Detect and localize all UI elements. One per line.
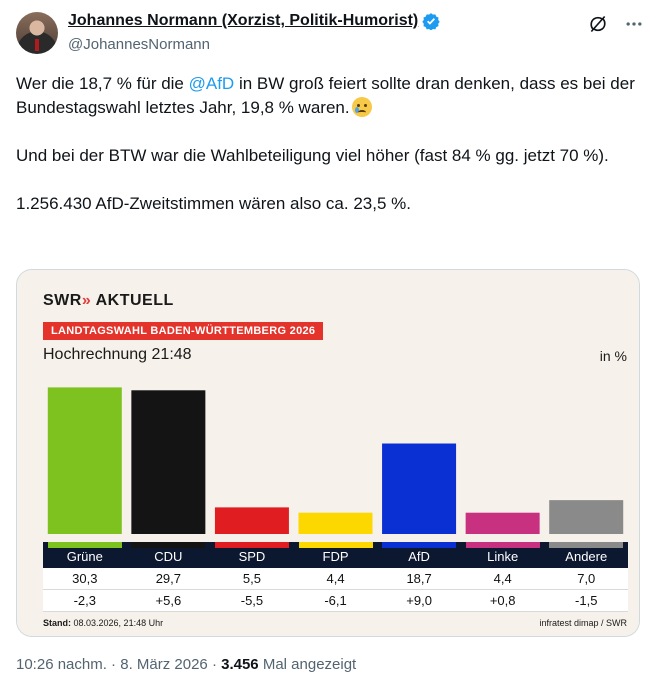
party-color-strip (47, 542, 122, 548)
diff-label-fdp: -6,1 (324, 593, 347, 608)
bar-afd (382, 443, 457, 534)
bar-linke (465, 512, 540, 534)
diff-label-afd: +9,0 (406, 593, 432, 608)
verified-badge-icon (422, 13, 440, 30)
chart-unit: in % (599, 348, 627, 364)
party-label-afd: AfD (408, 549, 430, 564)
tweet-paragraph-3: 1.256.430 AfD-Zweitstimmen wären also ca… (16, 194, 411, 213)
tweet-media-image[interactable]: SWR» AKTUELL LANDTAGSWAHL BADEN-WÜRTTEMB… (16, 269, 640, 637)
graphic-stand-date: Stand: 08.03.2026, 21:48 Uhr (43, 618, 164, 628)
author-handle[interactable]: @JohannesNormann (68, 36, 210, 53)
party-color-strip (298, 542, 373, 548)
view-count-label: Mal angezeigt (258, 656, 357, 673)
value-label-linke: 4,4 (493, 571, 512, 586)
value-label-cdu: 29,7 (155, 571, 182, 586)
view-count: 3.456 (221, 656, 259, 673)
results-table: Grüne CDU SPD FDP AfD Linke Andere 30,3 29,7 5,5… (43, 542, 628, 612)
party-label-fdp: FDP (322, 549, 349, 564)
swr-election-graphic: SWR» AKTUELL LANDTAGSWAHL BADEN-WÜRTTEMB… (17, 270, 639, 636)
party-color-strip (131, 542, 206, 548)
bar-fdp (298, 512, 373, 534)
tweet-top-actions (588, 14, 644, 34)
diff-label-linke: +0,8 (489, 593, 516, 608)
author-name-row: Johannes Normann (Xorzist, Politik-Humor… (68, 12, 440, 30)
diff-label-grne: -2,3 (73, 593, 96, 608)
grok-icon[interactable] (588, 14, 608, 34)
value-label-spd: 5,5 (242, 571, 261, 586)
party-label-cdu: CDU (154, 549, 183, 564)
party-color-strip (382, 542, 457, 548)
diff-label-spd: -5,5 (240, 593, 264, 608)
election-banner: LANDTAGSWAHL BADEN-WÜRTTEMBERG 2026 (43, 322, 324, 340)
crying-face-emoji-icon (351, 97, 372, 117)
diff-label-cdu: +5,6 (155, 593, 182, 608)
value-label-andere: 7,0 (577, 571, 596, 586)
tweet-paragraph-2: Und bei der BTW war die Wahlbeteiligung … (16, 146, 609, 165)
diff-label-andere: -1,5 (575, 593, 598, 608)
bar-chart (47, 387, 624, 534)
bar-grne (47, 387, 122, 534)
tweet-timestamp[interactable]: 10:26 nachm. · 8. März 2026 · (16, 656, 222, 673)
values-row: 30,3 29,7 5,5 4,4 18,7 4,4 7,0 (43, 568, 628, 590)
value-label-grne: 30,3 (72, 571, 98, 586)
value-label-afd: 18,7 (406, 571, 432, 586)
party-color-strip (214, 542, 289, 548)
party-label-andere: Andere (565, 549, 608, 564)
party-names-row: Grüne CDU SPD FDP AfD Linke Andere (43, 542, 628, 568)
more-icon[interactable] (624, 14, 644, 34)
author-display-name[interactable]: Johannes Normann (Xorzist, Politik-Humor… (68, 12, 419, 29)
tweet-paragraph-1: Wer die 18,7 % für die @AfD in BW groß f… (16, 74, 635, 117)
swr-logo: SWR» AKTUELL (43, 292, 174, 309)
chart-subtitle: Hochrechnung 21:48 (43, 346, 192, 363)
graphic-source: infratest dimap / SWR (539, 618, 627, 628)
diffs-row: -2,3 +5,6 -5,5 -6,1 +9,0 +0,8 -1,5 (43, 590, 628, 612)
avatar[interactable] (16, 12, 58, 54)
bar-spd (214, 507, 289, 534)
mention-link[interactable]: @AfD (188, 74, 235, 93)
bar-andere (549, 500, 624, 534)
party-color-strip (549, 542, 624, 548)
tweet-meta: 10:26 nachm. · 8. März 2026 · 3.456 Mal … (16, 656, 356, 673)
bar-cdu (131, 390, 206, 534)
value-label-fdp: 4,4 (326, 571, 345, 586)
party-color-strip (465, 542, 540, 548)
party-label-grne: Grüne (66, 549, 103, 564)
party-label-spd: SPD (238, 549, 266, 564)
tweet-text: Wer die 18,7 % für die @AfD in BW groß f… (16, 72, 646, 240)
party-label-linke: Linke (487, 549, 519, 564)
